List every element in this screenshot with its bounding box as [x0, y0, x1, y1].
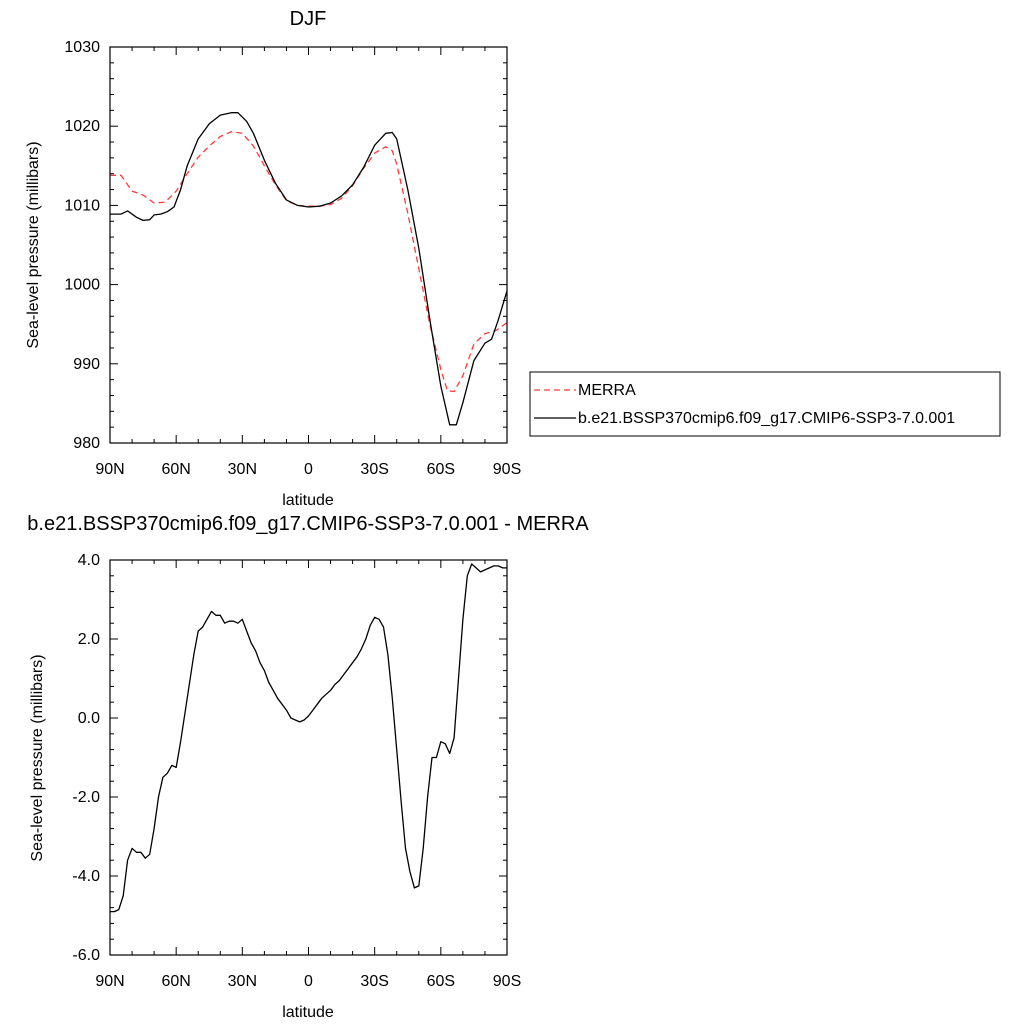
- bottom-chart-y-axis-label: Sea-level pressure (millibars): [29, 654, 46, 861]
- top-chart-y-tick-label: 1010: [64, 197, 100, 214]
- bottom-chart-x-axis-label: latitude: [282, 1004, 334, 1021]
- bottom-chart-y-tick-label: -6.0: [72, 947, 100, 964]
- top-chart-plot-area: 90N 60N 30N 0 30S 60S 90S 980 990 1000 1010 1020 103…: [64, 39, 521, 478]
- legend-frame: [529, 371, 1001, 437]
- bottom-chart-y-tick-label: -2.0: [72, 789, 100, 806]
- top-chart-series-merra-line: [110, 131, 508, 393]
- legend-label-model: b.e21.BSSP370cmip6.f09_g17.CMIP6-SSP3-7.…: [578, 410, 955, 427]
- top-chart-y-tick-label: 1020: [64, 118, 100, 135]
- top-chart-y-tick-label: 1000: [64, 277, 100, 294]
- top-chart-x-tick-label: 60N: [161, 461, 190, 478]
- top-chart-y-axis-label: Sea-level pressure (millibars): [25, 141, 42, 348]
- bottom-chart-y-tick-label: 4.0: [78, 552, 100, 569]
- bottom-chart-x-tick-label: 60N: [161, 973, 190, 990]
- top-chart-x-tick-label: 90N: [95, 461, 124, 478]
- top-chart-x-tick-label: 0: [304, 461, 313, 478]
- top-chart-title: DJF: [290, 8, 327, 30]
- legend-label-merra: MERRA: [578, 382, 636, 399]
- bottom-chart-plot-area: 90N 60N 30N 0 30S 60S 90S -6.0 -4.0 -2.0 0.0 2.0 4.0: [72, 552, 521, 990]
- top-chart-frame: [109, 46, 508, 444]
- top-chart-x-tick-label: 30N: [228, 461, 257, 478]
- bottom-chart-frame: [109, 559, 508, 956]
- top-chart-x-tick-label: 30S: [360, 461, 388, 478]
- bottom-chart-y-tick-label: 0.0: [78, 710, 100, 727]
- bottom-chart-x-tick-label: 0: [304, 973, 313, 990]
- bottom-chart-x-tick-label: 90S: [493, 973, 521, 990]
- top-chart-panel: DJF 90N 60N 30N 0 30S 60S 90S 980 990 1000 1010 102…: [25, 8, 521, 509]
- bottom-chart-y-tick-label: 2.0: [78, 631, 100, 648]
- bottom-chart-x-tick-label: 90N: [95, 973, 124, 990]
- top-chart-y-tick-label: 980: [73, 435, 100, 452]
- bottom-chart-panel: b.e21.BSSP370cmip6.f09_g17.CMIP6-SSP3-7.…: [27, 513, 589, 1021]
- bottom-chart-y-tick-label: -4.0: [72, 868, 100, 885]
- bottom-chart-series-difference-line: [110, 563, 507, 913]
- top-chart-series-b-e21-bssp370cmip6-f09-g-line: [110, 112, 508, 426]
- top-chart-x-axis-label: latitude: [282, 492, 334, 509]
- bottom-chart-x-tick-label: 30N: [228, 973, 257, 990]
- top-chart-y-tick-label: 990: [73, 356, 100, 373]
- top-chart-legend: MERRA b.e21.BSSP370cmip6.f09_g17.CMIP6-S…: [529, 371, 1001, 437]
- top-chart-x-tick-label: 60S: [427, 461, 455, 478]
- top-chart-x-tick-label: 90S: [493, 461, 521, 478]
- top-chart-y-tick-label: 1030: [64, 39, 100, 56]
- bottom-chart-x-tick-label: 30S: [360, 973, 388, 990]
- bottom-chart-title: b.e21.BSSP370cmip6.f09_g17.CMIP6-SSP3-7.…: [27, 513, 589, 535]
- bottom-chart-x-tick-label: 60S: [427, 973, 455, 990]
